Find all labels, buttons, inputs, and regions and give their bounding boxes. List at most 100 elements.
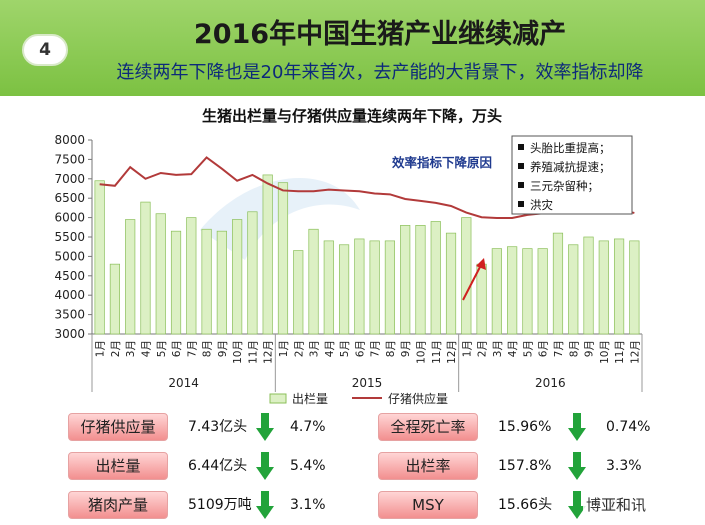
trend-arrow-head: [476, 258, 486, 270]
month-tick-label: 12月: [446, 340, 458, 364]
y-tick-label: 6000: [54, 211, 85, 225]
legend-label-piglet: 仔猪供应量: [388, 391, 448, 406]
down-arrow-icon: [568, 491, 586, 519]
bar-slaughter: [338, 244, 350, 335]
reasons-item: 洪灾: [530, 198, 553, 212]
bar-slaughter: [613, 238, 625, 335]
month-tick-label: 6月: [171, 340, 183, 357]
bar-slaughter: [94, 180, 105, 335]
stat-value-slaughter-rate: 157.8%: [498, 458, 552, 474]
stat-label-slaughter: 出栏量: [68, 452, 168, 480]
y-tick-label: 8000: [54, 133, 85, 147]
y-tick-label: 6500: [54, 191, 85, 205]
reasons-item: 头胎比重提高；: [530, 141, 611, 155]
reasons-item: 三元杂留种；: [530, 179, 599, 193]
y-tick-label: 7000: [54, 172, 85, 186]
month-tick-label: 8月: [202, 340, 214, 357]
y-tick-label: 3000: [54, 327, 85, 341]
bar-slaughter: [491, 248, 502, 335]
month-tick-label: 12月: [263, 340, 275, 364]
bar-slaughter: [583, 236, 594, 335]
y-tick-label: 5000: [54, 249, 85, 263]
stat-change-slaughter: 5.4%: [290, 458, 326, 474]
bar-slaughter: [552, 232, 564, 335]
bar-slaughter: [170, 230, 182, 335]
bar-slaughter: [323, 240, 334, 335]
combo-chart: 生猪出栏量与仔猪供应量连续两年下降，万头 3000 3500 4000 4500 5000…: [54, 107, 643, 406]
bar-slaughter: [109, 263, 121, 335]
bar-slaughter: [598, 240, 609, 335]
bar-slaughter: [507, 246, 518, 335]
year-label: 2014: [168, 376, 199, 390]
month-tick-label: 5月: [156, 340, 168, 357]
year-label: 2015: [352, 376, 383, 390]
y-tick-label: 4500: [54, 269, 85, 283]
bar-slaughter: [537, 248, 548, 335]
stat-value-mortality: 15.96%: [498, 419, 552, 435]
stat-value-msy: 15.66头: [498, 497, 553, 513]
slide-number-badge: 4: [22, 34, 68, 66]
bullet-icon: [518, 182, 524, 188]
stat-change-pork-output: 3.1%: [290, 497, 326, 513]
month-tick-label: 9月: [584, 340, 596, 357]
month-tick-label: 6月: [538, 340, 550, 357]
reasons-item: 养殖减抗提速；: [530, 160, 611, 174]
month-tick-label: 12月: [629, 340, 641, 364]
bar-slaughter: [415, 225, 426, 335]
down-arrow-icon: [568, 413, 586, 441]
month-tick-label: 2月: [293, 340, 305, 357]
month-tick-label: 4月: [140, 340, 152, 357]
y-tick-label: 7500: [54, 152, 85, 166]
month-tick-label: 8月: [385, 340, 397, 357]
bar-slaughter: [201, 228, 212, 335]
stat-value-pork-output: 5109万吨: [188, 497, 252, 513]
bar-slaughter: [262, 174, 273, 335]
month-tick-label: 5月: [522, 340, 534, 357]
month-tick-label: 10月: [599, 340, 611, 364]
y-tick-label: 4000: [54, 288, 85, 302]
bullet-icon: [518, 201, 524, 207]
y-tick-label: 5500: [54, 230, 85, 244]
reasons-box: [511, 135, 633, 215]
bar-slaughter: [400, 225, 411, 335]
month-tick-label: 10月: [232, 340, 244, 364]
month-tick-label: 7月: [370, 340, 382, 357]
bar-slaughter: [232, 219, 243, 335]
month-tick-label: 3月: [492, 340, 504, 357]
bar-slaughter: [186, 217, 197, 335]
page-title: 2016年中国生猪产业继续减产: [193, 19, 567, 50]
month-tick-label: 2月: [110, 340, 122, 357]
month-tick-label: 3月: [309, 340, 321, 357]
chart-title: 生猪出栏量与仔猪供应量连续两年下降，万头: [202, 107, 502, 125]
annotation-reason-label: 效率指标下降原因: [392, 155, 492, 170]
month-tick-label: 11月: [614, 340, 626, 364]
stat-label-slaughter-rate: 出栏率: [378, 452, 478, 480]
month-tick-label: 3月: [125, 340, 137, 357]
month-tick-label: 4月: [324, 340, 336, 357]
bullet-icon: [518, 163, 524, 169]
bar-slaughter: [216, 230, 227, 335]
month-tick-label: 11月: [247, 340, 259, 364]
stat-change-slaughter-rate: 3.3%: [606, 458, 642, 474]
y-tick-label: 3500: [54, 308, 85, 322]
bar-slaughter: [277, 182, 289, 335]
header-banner: 4 2016年中国生猪产业继续减产 连续两年下降也是20年来首次，去产能的大背景…: [0, 0, 705, 96]
legend-label-slaughter: 出栏量: [292, 391, 328, 406]
bar-slaughter: [140, 201, 151, 335]
month-tick-label: 9月: [400, 340, 412, 357]
month-tick-label: 10月: [415, 340, 427, 364]
bar-slaughter: [568, 244, 579, 335]
month-tick-label: 4月: [507, 340, 519, 357]
month-tick-label: 11月: [431, 340, 443, 364]
bar-slaughter: [384, 240, 396, 335]
month-tick-label: 9月: [217, 340, 229, 357]
bar-slaughter: [461, 217, 472, 335]
stat-label-piglet-supply: 仔猪供应量: [68, 413, 168, 441]
down-arrow-icon: [568, 452, 586, 480]
bar-slaughter: [155, 213, 166, 335]
stat-value-slaughter: 6.44亿头: [188, 458, 248, 474]
month-tick-label: 1月: [278, 340, 290, 357]
bar-slaughter: [369, 240, 380, 335]
bar-slaughter: [125, 219, 136, 335]
month-tick-label: 5月: [339, 340, 351, 357]
